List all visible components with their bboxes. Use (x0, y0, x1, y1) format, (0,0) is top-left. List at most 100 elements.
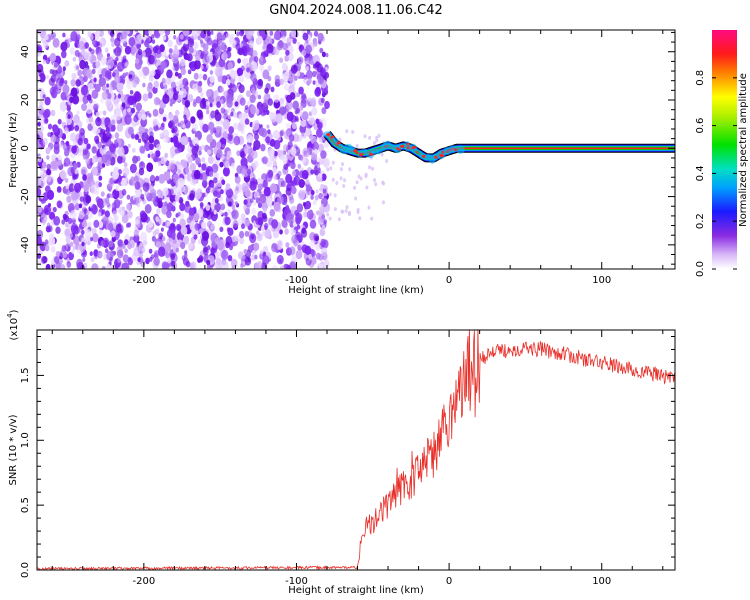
noise-speckle (122, 262, 130, 269)
noise-speckle (284, 83, 290, 91)
noise-speckle (109, 257, 113, 262)
noise-speckle (205, 204, 211, 211)
noise-speckle (319, 47, 324, 54)
noise-speckle (168, 119, 175, 129)
noise-speckle (104, 47, 109, 53)
noise-speckle (37, 155, 43, 163)
noise-speckle (222, 166, 230, 177)
noise-speckle (95, 111, 100, 118)
noise-speckle (52, 206, 57, 213)
noise-speckle (257, 217, 264, 226)
noise-speckle (243, 144, 251, 155)
noise-speckle (114, 74, 121, 84)
noise-speckle (62, 84, 70, 95)
noise-speckle (233, 112, 238, 119)
noise-speckle (315, 243, 321, 251)
noise-speckle (298, 61, 303, 67)
noise-speckle (140, 231, 148, 242)
noise-speckle (97, 211, 102, 217)
noise-speckle (105, 98, 112, 108)
noise-speckle (50, 246, 56, 253)
noise-speckle (322, 188, 327, 194)
noise-speckle (286, 94, 292, 103)
noise-speckle (316, 63, 323, 73)
noise-speckle (208, 171, 214, 177)
noise-speckle (149, 192, 157, 203)
noise-speckle (292, 100, 300, 110)
noise-speckle (199, 39, 203, 44)
snr-xlabel: Height of straight line (km) (288, 585, 424, 596)
noise-speckle (164, 152, 168, 158)
noise-speckle (219, 86, 225, 93)
noise-speckle (91, 146, 97, 154)
noise-speckle (77, 210, 85, 220)
noise-speckle (110, 114, 118, 126)
noise-speckle (192, 83, 198, 91)
signal-blob (456, 145, 465, 154)
noise-speckle (83, 137, 89, 145)
noise-speckle (47, 222, 51, 228)
noise-speckle (286, 212, 294, 223)
noise-speckle (343, 178, 347, 183)
noise-speckle (148, 74, 154, 82)
noise-speckle (279, 78, 284, 86)
noise-speckle (172, 92, 179, 101)
noise-speckle (312, 199, 317, 206)
noise-speckle (135, 58, 140, 64)
noise-speckle (240, 263, 244, 269)
noise-speckle (245, 71, 251, 79)
noise-speckle (297, 163, 302, 169)
noise-speckle (298, 86, 304, 95)
noise-speckle (328, 216, 332, 221)
noise-speckle (198, 228, 203, 234)
noise-speckle (296, 70, 301, 77)
noise-speckle (158, 30, 165, 35)
noise-speckle (157, 190, 164, 200)
noise-speckle (116, 81, 124, 92)
noise-speckle (93, 219, 100, 228)
noise-speckle (251, 234, 255, 240)
noise-speckle (382, 200, 385, 205)
noise-speckle (151, 153, 156, 160)
noise-speckle (269, 138, 276, 147)
noise-speckle (320, 150, 327, 159)
noise-speckle (248, 30, 255, 36)
noise-speckle (304, 200, 312, 210)
spectrogram-xtick-label: -100 (285, 275, 308, 286)
noise-speckle (281, 62, 288, 71)
noise-speckle (133, 246, 141, 257)
noise-speckle (88, 47, 92, 52)
noise-speckle (382, 181, 385, 186)
snr-frame (36, 329, 676, 571)
noise-speckle (45, 74, 49, 80)
noise-speckle (198, 150, 202, 156)
noise-speckle (46, 147, 51, 154)
noise-speckle (66, 195, 72, 203)
noise-speckle (139, 145, 146, 154)
noise-speckle (257, 78, 263, 87)
spectrogram-ytick-label: 20 (20, 94, 31, 107)
noise-speckle (114, 46, 122, 57)
noise-speckle (162, 94, 170, 104)
noise-speckle (202, 73, 208, 81)
noise-speckle (286, 264, 292, 269)
noise-speckle (221, 249, 229, 261)
noise-speckle (331, 160, 335, 165)
noise-speckle (313, 148, 318, 155)
noise-speckle (258, 127, 265, 136)
noise-speckle (114, 37, 121, 47)
noise-speckle (91, 89, 99, 100)
noise-speckle (318, 263, 324, 269)
noise-speckle (269, 111, 275, 120)
snr-xtick-label: 100 (592, 576, 611, 587)
noise-speckle (136, 155, 141, 162)
noise-speckle (193, 212, 200, 222)
noise-speckle (322, 239, 329, 249)
spectrogram-ytick-label: -20 (20, 188, 31, 204)
noise-speckle (134, 30, 139, 33)
noise-speckle (281, 35, 287, 43)
noise-speckle (358, 216, 362, 221)
noise-speckle (273, 201, 281, 212)
noise-speckle (40, 213, 48, 223)
